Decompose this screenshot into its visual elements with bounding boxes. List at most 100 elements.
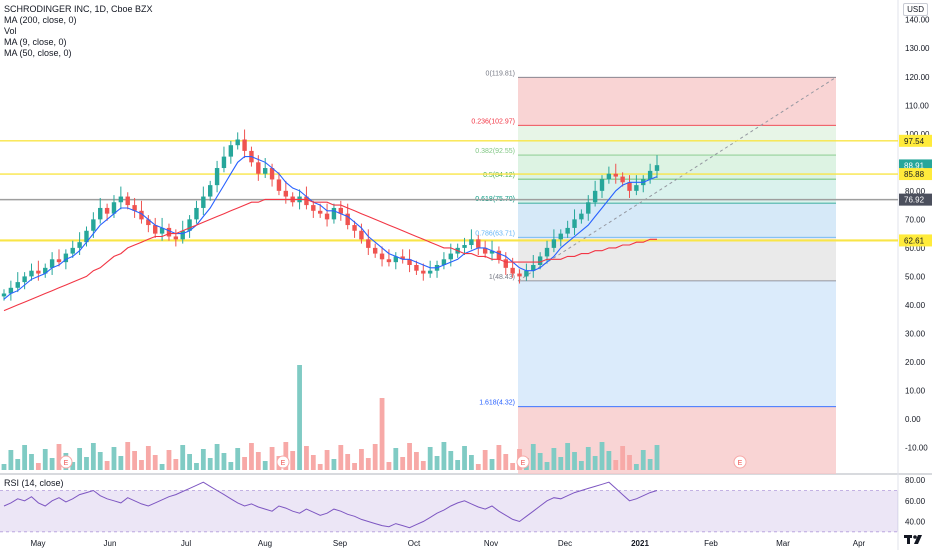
- time-tick-label: 2021: [631, 539, 649, 548]
- candle-body: [379, 253, 385, 260]
- rsi-tick-label: 80.00: [905, 476, 926, 485]
- candle-body: [84, 230, 89, 243]
- volume-bar: [139, 460, 144, 470]
- chart-title: SCHRODINGER INC, 1D, Cboe BZX: [4, 4, 153, 14]
- fib-label: 1.618(4.32): [479, 400, 515, 407]
- volume-bar: [159, 464, 165, 470]
- volume-bar: [496, 445, 502, 470]
- volume-bar: [22, 445, 28, 470]
- candle-body: [324, 213, 330, 220]
- legend-vol[interactable]: Vol: [4, 26, 17, 36]
- price-tick-label: 20.00: [905, 358, 926, 367]
- candle-body: [627, 182, 632, 191]
- volume-bar: [441, 442, 447, 470]
- earnings-marker-label: E: [281, 460, 286, 467]
- legend-ma50[interactable]: MA (50, close, 0): [4, 48, 72, 58]
- volume-bar: [427, 447, 433, 470]
- candle-body: [43, 267, 48, 274]
- candle-body: [558, 233, 563, 240]
- volume-bar: [455, 460, 461, 470]
- volume-bar: [565, 443, 571, 470]
- volume-bar: [510, 463, 516, 470]
- fib-zone: [518, 77, 836, 126]
- price-tick-label: 60.00: [905, 244, 926, 253]
- candle-body: [620, 176, 625, 183]
- rsi-line: [3, 481, 658, 529]
- volume-bar: [283, 442, 289, 470]
- candle-body: [1, 293, 7, 297]
- volume-bar: [187, 454, 192, 470]
- price-tick-label: 0.00: [905, 415, 921, 424]
- earnings-marker: [516, 455, 530, 469]
- candle-body: [551, 239, 557, 248]
- candle-body: [613, 173, 618, 177]
- volume-bar: [469, 455, 474, 470]
- ma9-line: [3, 156, 658, 300]
- price-label: 62.61: [904, 236, 925, 245]
- volume-bar: [420, 461, 426, 470]
- volume-bar: [386, 462, 392, 470]
- candle-body: [98, 207, 103, 220]
- currency-badge[interactable]: USD: [903, 3, 928, 16]
- price-label: 76.92: [904, 196, 925, 205]
- volume-bar: [297, 365, 302, 470]
- volume-bar: [606, 451, 612, 470]
- volume-bar: [627, 455, 632, 470]
- rsi-tick-label: 60.00: [905, 497, 926, 506]
- candle-body: [263, 168, 268, 174]
- volume-bar: [407, 443, 412, 470]
- volume-bar: [29, 454, 34, 470]
- candle-body: [132, 205, 137, 211]
- fib-label: 0.5(84.12): [483, 172, 515, 179]
- candle-body: [214, 168, 220, 186]
- price-label: 88.91: [904, 161, 925, 170]
- fib-label: 0.236(102.97): [471, 118, 515, 125]
- volume-bar: [379, 398, 385, 470]
- volume-bar: [221, 453, 227, 470]
- legend-ma200[interactable]: MA (200, close, 0): [4, 15, 77, 25]
- price-label-box: [899, 168, 932, 181]
- candle-body: [63, 253, 69, 263]
- candle-body: [393, 256, 398, 263]
- rsi-label[interactable]: RSI (14, close): [4, 478, 64, 488]
- volume-bar: [647, 459, 653, 470]
- earnings-marker-label: E: [64, 460, 69, 467]
- volume-bar: [249, 443, 254, 470]
- volume-bar: [462, 446, 467, 470]
- candle-body: [304, 196, 309, 206]
- candle-body: [496, 250, 502, 260]
- volume-bar: [352, 463, 357, 470]
- candle-body: [407, 259, 412, 265]
- candle-body: [187, 219, 192, 231]
- volume-bar: [207, 458, 213, 470]
- volume-bar: [173, 459, 179, 470]
- fib-zone: [518, 406, 836, 474]
- candle-body: [345, 213, 350, 226]
- price-tick-label: 120.00: [905, 73, 930, 82]
- volume-bar: [304, 446, 309, 470]
- candle-body: [111, 202, 117, 214]
- chart-legend: SCHRODINGER INC, 1D, Cboe BZX MA (200, c…: [4, 4, 153, 59]
- ma50-line: [3, 198, 657, 312]
- candle-body: [317, 210, 323, 214]
- fib-zone: [518, 155, 836, 180]
- volume-bars: [1, 365, 660, 470]
- candle-body: [606, 173, 612, 180]
- volume-bar: [132, 451, 137, 470]
- candle-body: [586, 202, 591, 214]
- volume-bar: [359, 449, 364, 470]
- candle-body: [36, 270, 41, 274]
- legend-ma9[interactable]: MA (9, close, 0): [4, 37, 67, 47]
- candle-body: [153, 225, 158, 234]
- candle-body: [276, 179, 282, 191]
- price-tick-label: 100.00: [905, 130, 930, 139]
- time-tick-label: May: [30, 539, 45, 548]
- candle-body: [572, 219, 577, 228]
- volume-bar: [475, 464, 481, 470]
- candle-body: [634, 185, 639, 191]
- candle-body: [194, 207, 199, 220]
- price-label-box: [899, 234, 932, 247]
- candle-body: [159, 227, 165, 234]
- volume-bar: [104, 461, 110, 470]
